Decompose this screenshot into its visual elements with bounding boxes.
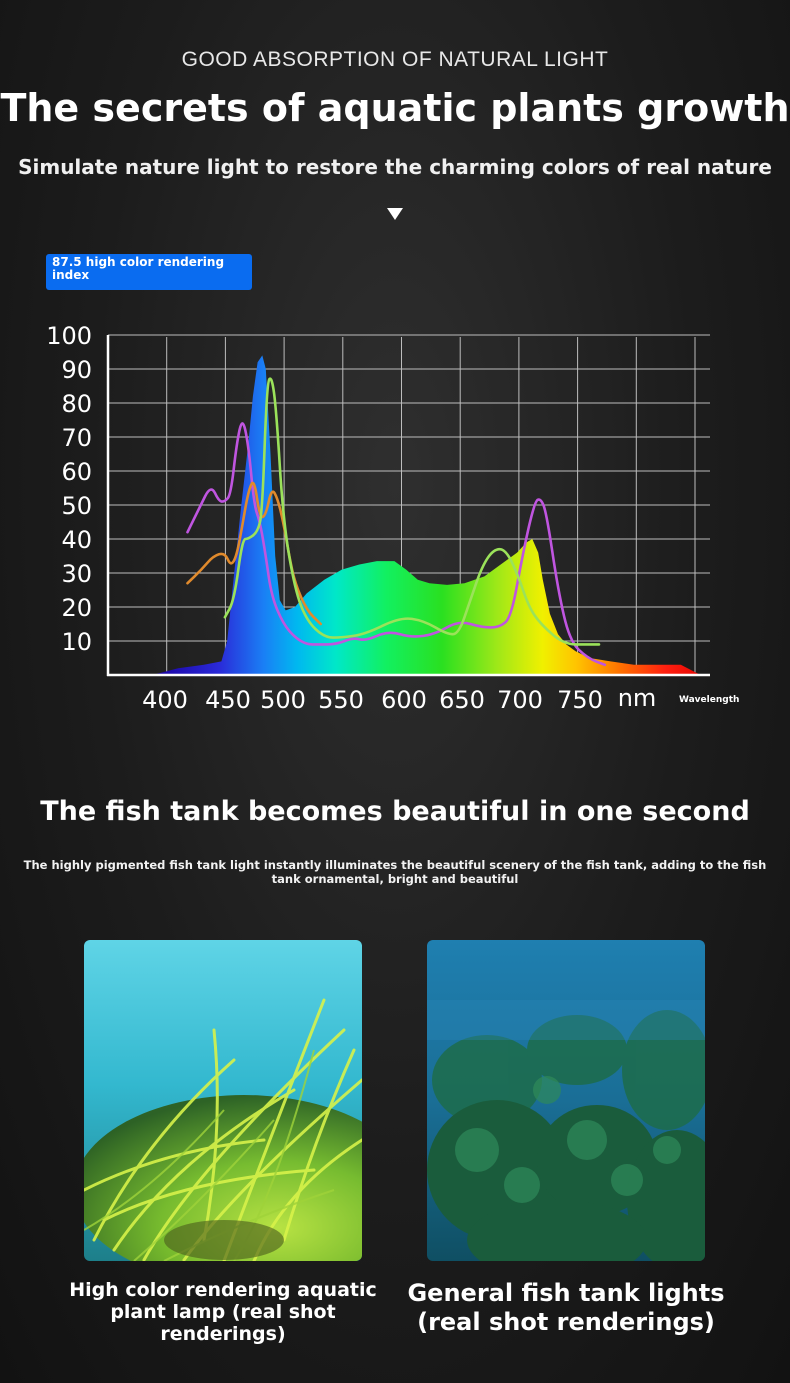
x-tick-label: 750 (557, 686, 603, 714)
y-tick-label: 70 (61, 424, 92, 452)
page-subtitle: Simulate nature light to restore the cha… (18, 155, 772, 179)
y-tick-label: 10 (61, 628, 92, 656)
series-line-1 (186, 422, 607, 667)
x-tick-label: 500 (260, 686, 306, 714)
section-description: The highly pigmented fish tank light ins… (23, 858, 767, 886)
page-title: The secrets of aquatic plants growth (0, 86, 790, 130)
y-tick-label: 50 (61, 492, 92, 520)
down-arrow-icon (387, 208, 403, 220)
eyebrow-text: GOOD ABSORPTION OF NATURAL LIGHT (181, 48, 609, 71)
section-title: The fish tank becomes beautiful in one s… (40, 796, 750, 827)
x-axis-title: Wavelength (679, 695, 739, 705)
cri-badge: 87.5 high color rendering index (46, 254, 252, 290)
series-line-3 (223, 377, 601, 646)
x-tick-label: 600 (381, 686, 427, 714)
x-tick-label: 450 (205, 686, 251, 714)
y-tick-label: 80 (61, 390, 92, 418)
y-tick-label: 30 (61, 560, 92, 588)
y-tick-label: 100 (46, 322, 92, 350)
y-tick-label: 60 (61, 458, 92, 486)
x-tick-label: 650 (439, 686, 485, 714)
caption-general: General fish tank lights (real shot rend… (407, 1279, 725, 1336)
x-tick-label: 400 (142, 686, 188, 714)
y-tick-label: 90 (61, 356, 92, 384)
spectrum-chart: 10 20 30 40 50 60 70 80 90 100 400 450 500 550 600 650 7… (46, 322, 739, 714)
photo-aquatic-plants (84, 940, 362, 1261)
y-tick-label: 20 (61, 594, 92, 622)
x-tick-label: 700 (497, 686, 543, 714)
x-tick-label: 550 (318, 686, 364, 714)
photo-general-light (427, 940, 705, 1261)
caption-high-cri: High color rendering aquatic plant lamp … (69, 1279, 377, 1345)
x-unit-label: nm (618, 684, 657, 712)
y-tick-label: 40 (61, 526, 92, 554)
